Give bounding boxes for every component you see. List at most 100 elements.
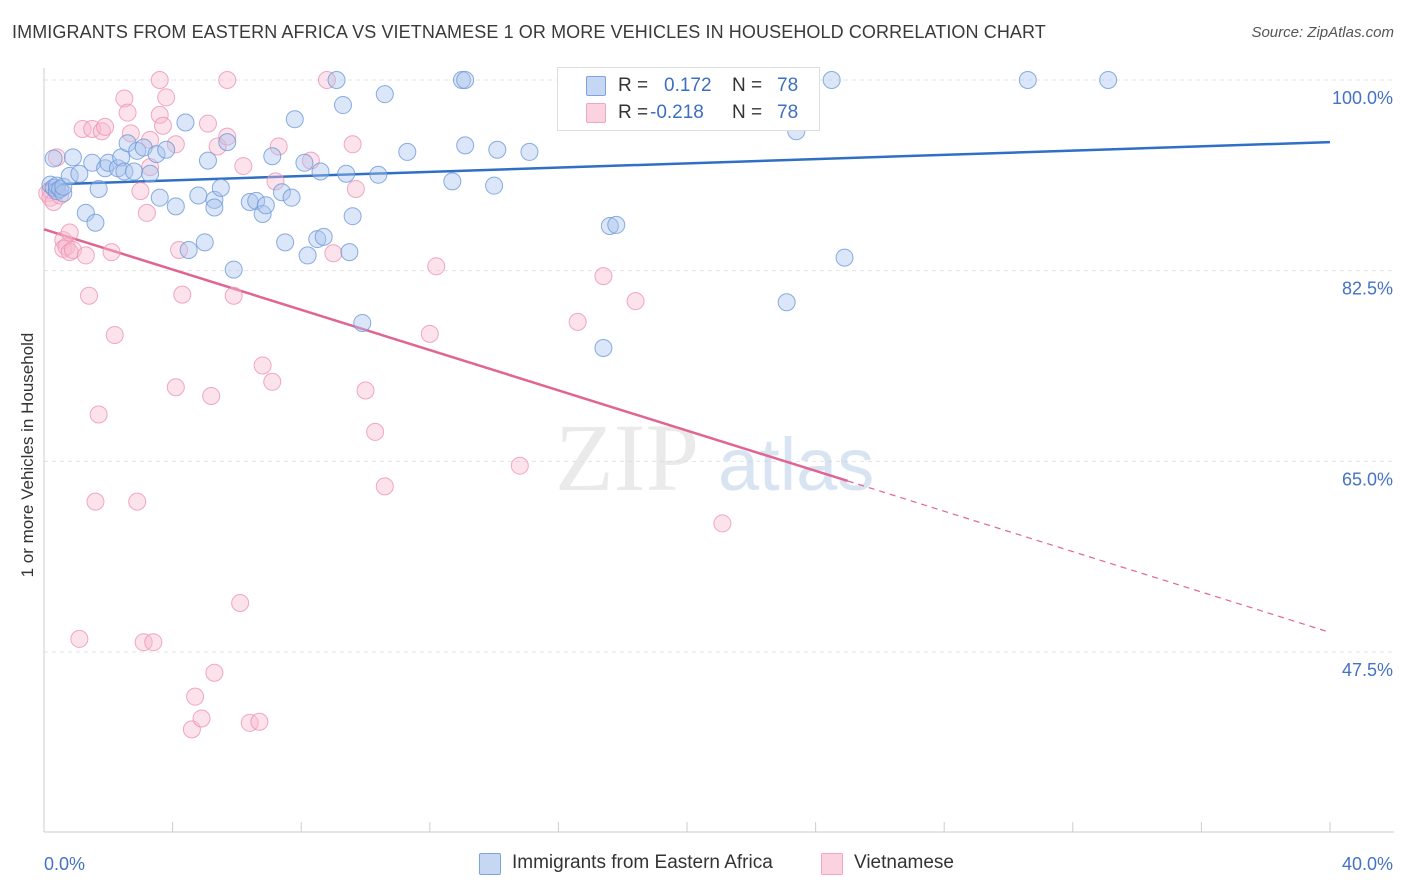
data-point: [205, 198, 224, 217]
data-point: [60, 223, 79, 242]
n-value: 78: [777, 75, 799, 96]
data-point: [308, 230, 327, 249]
data-point: [150, 71, 169, 89]
data-point: [272, 183, 291, 202]
data-point: [157, 140, 176, 159]
data-point: [822, 71, 841, 89]
data-point: [224, 260, 243, 279]
data-point: [144, 633, 163, 652]
y-tick-label: 47.5%: [1342, 660, 1393, 680]
data-point: [594, 339, 613, 358]
data-point: [485, 176, 504, 195]
data-point: [198, 114, 217, 133]
chart-title: IMMIGRANTS FROM EASTERN AFRICA VS VIETNA…: [12, 22, 1046, 42]
data-point: [218, 71, 237, 89]
data-point: [173, 285, 192, 304]
data-point: [626, 292, 645, 311]
data-point: [1099, 71, 1118, 89]
data-point: [192, 709, 211, 728]
data-point: [134, 633, 153, 652]
data-point: [324, 244, 343, 263]
data-point: [600, 216, 619, 235]
data-point: [295, 153, 314, 172]
data-point: [179, 240, 198, 259]
data-point: [398, 142, 417, 161]
data-point: [835, 248, 854, 267]
data-point: [166, 197, 185, 216]
data-point: [89, 405, 108, 424]
data-point: [343, 135, 362, 154]
data-point: [105, 325, 124, 344]
data-point: [247, 191, 266, 210]
data-point: [47, 176, 66, 195]
data-point: [256, 196, 275, 215]
data-point: [263, 147, 282, 166]
data-point: [205, 663, 224, 682]
n-value: 78: [777, 102, 799, 123]
data-point: [456, 136, 475, 155]
trend-lines: [43, 140, 1331, 633]
trend-line-eastern-africa: [43, 140, 1331, 186]
data-point: [73, 120, 92, 139]
data-point: [327, 71, 346, 89]
data-point: [186, 687, 205, 706]
data-point: [86, 213, 105, 232]
series-vietnamese: [38, 71, 806, 739]
trend-line-vietnamese: [43, 228, 849, 483]
data-point: [777, 293, 796, 312]
y-tick-label: 65.0%: [1342, 469, 1393, 489]
data-point: [369, 165, 388, 184]
data-point: [170, 240, 189, 259]
data-point: [121, 124, 140, 143]
y-tick-label: 100.0%: [1332, 88, 1393, 108]
data-point: [63, 148, 82, 167]
data-point: [150, 188, 169, 207]
series-eastern-africa: [41, 71, 1118, 358]
n-key: N =: [732, 102, 763, 123]
blue-swatch: [586, 76, 606, 96]
data-point: [353, 313, 372, 332]
data-point: [211, 178, 230, 197]
data-point: [282, 188, 301, 207]
data-point: [80, 286, 99, 305]
data-point: [366, 422, 385, 441]
data-point: [147, 145, 166, 164]
data-point: [231, 593, 250, 612]
data-point: [102, 243, 121, 262]
data-point: [44, 149, 63, 168]
data-point: [333, 96, 352, 115]
data-point: [141, 164, 160, 183]
data-point: [443, 172, 462, 191]
legend-label: Immigrants from Eastern Africa: [512, 852, 773, 873]
y-tick-label: 82.5%: [1342, 279, 1393, 299]
data-point: [157, 88, 176, 107]
r-key: R =: [618, 75, 649, 96]
n-key: N =: [732, 75, 763, 96]
data-point: [89, 179, 108, 198]
data-point: [70, 629, 89, 648]
data-point: [1018, 71, 1037, 89]
watermark-zip: ZIP: [555, 404, 699, 511]
data-point: [269, 137, 288, 156]
data-point: [375, 85, 394, 104]
data-point: [166, 135, 185, 154]
data-point: [346, 179, 365, 198]
data-point: [54, 184, 73, 203]
data-point: [713, 514, 732, 533]
r-key: R =: [618, 102, 649, 123]
pink-swatch: [586, 103, 606, 123]
data-point: [510, 456, 529, 475]
data-point: [176, 113, 195, 132]
data-point: [128, 492, 147, 511]
data-point: [137, 203, 156, 222]
data-point: [70, 164, 89, 183]
stats-legend: R = 0.172 N = 78 R = -0.218 N = 78: [557, 67, 820, 131]
data-point: [263, 372, 282, 391]
data-point: [375, 477, 394, 496]
data-point: [218, 127, 237, 146]
data-point: [356, 381, 375, 400]
data-point: [266, 172, 285, 191]
tick-labels: 100.0% 82.5% 65.0% 47.5% 0.0% 40.0%: [44, 88, 1393, 874]
data-point: [488, 140, 507, 159]
